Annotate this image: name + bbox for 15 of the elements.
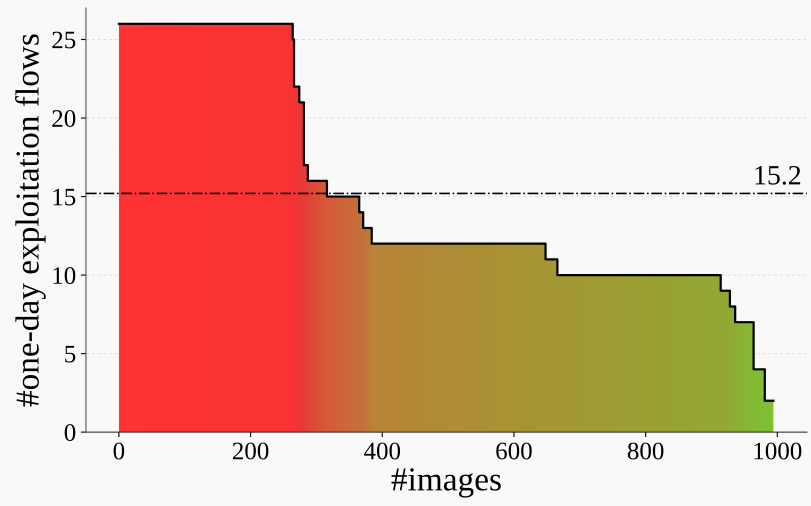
- ref-line-label: 15.2: [756, 166, 800, 185]
- x-tick-label: 600: [496, 442, 532, 460]
- y-tick-label: 0: [64, 424, 76, 442]
- x-axis-title: #images: [392, 468, 501, 498]
- x-tick-label: 800: [628, 442, 664, 460]
- y-axis-title: #one-day exploitation flows: [15, 34, 46, 407]
- y-tick-label: 15: [53, 188, 76, 206]
- y-tick-label: 25: [52, 32, 76, 48]
- x-tick-label: 400: [364, 442, 400, 460]
- x-tick-label: 200: [232, 442, 268, 460]
- y-tick-label: 10: [53, 267, 76, 284]
- x-tick-label: 0: [114, 442, 124, 460]
- x-tick-label: 1000: [754, 442, 802, 460]
- y-tick-label: 20: [52, 110, 76, 127]
- y-tick-label: 5: [65, 346, 76, 363]
